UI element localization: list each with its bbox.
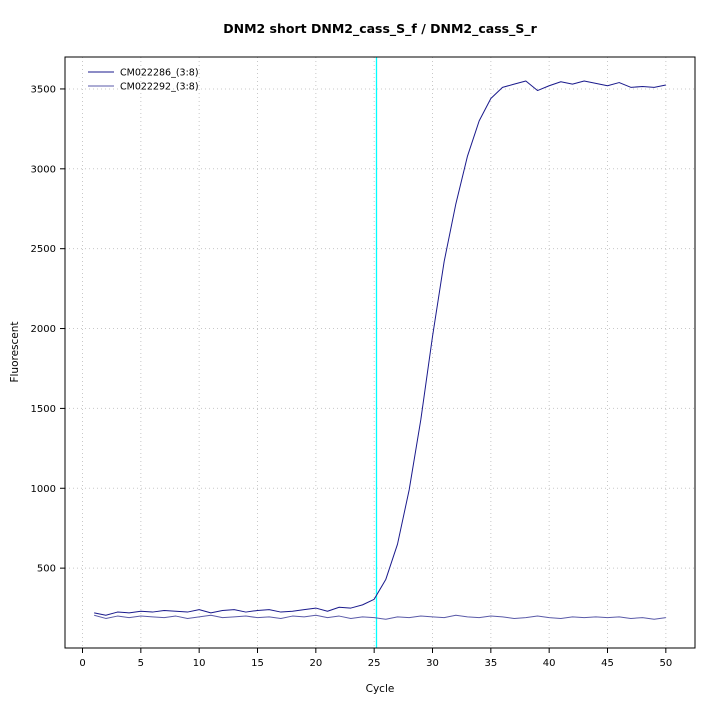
y-axis-label: Fluorescent	[9, 321, 21, 382]
y-tick-label: 2000	[31, 324, 56, 335]
x-tick-label: 10	[193, 658, 206, 669]
series-line-1	[94, 80, 666, 616]
x-tick-label: 35	[484, 658, 497, 669]
x-axis-label: Cycle	[366, 683, 395, 695]
x-tick-label: 50	[659, 658, 672, 669]
y-tick-label: 2500	[31, 244, 56, 255]
x-tick-label: 25	[368, 658, 381, 669]
y-tick-label: 3000	[31, 164, 56, 175]
x-tick-label: 5	[138, 658, 144, 669]
series-lines	[94, 80, 666, 620]
legend-label-series1: CM022286_(3:8)	[120, 68, 199, 79]
x-tick-label: 30	[426, 658, 439, 669]
gridlines	[65, 57, 695, 648]
legend-label-series2: CM022292_(3:8)	[120, 82, 199, 93]
y-tick-label: 3500	[31, 84, 56, 95]
axis-ticks: 0 5 10 15 20 25 30 35 40 45 50 500 1000 1500 2000 2500 3…	[31, 84, 673, 669]
x-tick-label: 40	[543, 658, 556, 669]
x-tick-label: 20	[309, 658, 322, 669]
y-tick-label: 1000	[31, 484, 56, 495]
x-tick-label: 15	[251, 658, 264, 669]
y-tick-label: 500	[37, 564, 56, 575]
x-tick-label: 0	[79, 658, 85, 669]
chart-title: DNM2 short DNM2_cass_S_f / DNM2_cass_S_r	[223, 21, 537, 37]
legend: CM022286_(3:8) CM022292_(3:8)	[88, 68, 199, 93]
x-tick-label: 45	[601, 658, 614, 669]
y-tick-label: 1500	[31, 404, 56, 415]
plot-border	[64, 56, 696, 649]
series-line-2	[94, 614, 666, 620]
